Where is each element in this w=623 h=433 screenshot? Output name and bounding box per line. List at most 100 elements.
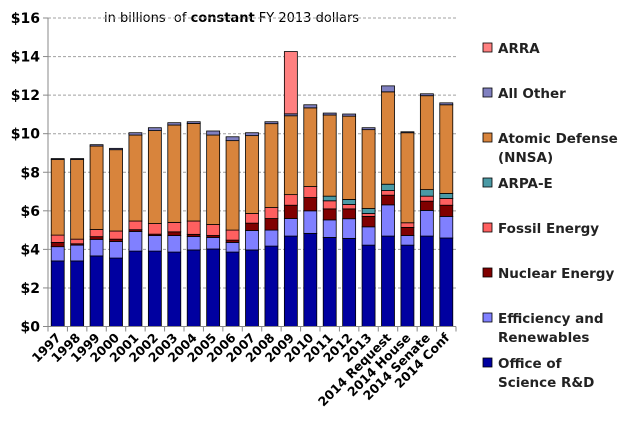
bar-segment-all-other: [89, 144, 104, 147]
bar-segment-atomic-defense-nnsa-: [70, 159, 85, 240]
bar-segment-arpa-e: [361, 208, 376, 214]
bar-segment-atomic-defense-nnsa-: [89, 145, 104, 230]
bar-segment-fossil-energy: [283, 194, 298, 206]
bar-segment-nuclear-energy: [342, 208, 357, 220]
bar-segment-nuclear-energy: [245, 222, 259, 231]
bar-segment-efficiency-and-renewables: [167, 235, 182, 253]
bar-segment-efficiency-and-renewables: [109, 241, 123, 259]
bar-segment-fossil-energy: [70, 238, 85, 245]
title-part-3: FY 2013 dollars: [255, 11, 360, 26]
bar-segment-fossil-energy: [109, 230, 123, 240]
bar-segment-atomic-defense-nnsa-: [225, 140, 240, 231]
bar-segment-atomic-defense-nnsa-: [147, 130, 162, 224]
bar-segment-office-of-science-r-d: [89, 255, 104, 327]
bar-segment-atomic-defense-nnsa-: [381, 91, 395, 185]
bar-segment-all-other: [128, 132, 143, 136]
y-tick-label: $16: [11, 11, 40, 27]
bar-segment-efficiency-and-renewables: [342, 218, 357, 239]
bar-segment-all-other: [303, 104, 318, 109]
legend-label: Science R&D: [498, 375, 594, 391]
bar-segment-efficiency-and-renewables: [264, 229, 279, 247]
bar-segment-all-other: [167, 122, 182, 126]
y-tick-label: $2: [21, 281, 40, 297]
legend-label: Office of: [498, 356, 562, 372]
bar-segment-nuclear-energy: [167, 231, 182, 236]
bar-segment-nuclear-energy: [361, 216, 376, 228]
bar-segment-arpa-e: [419, 189, 434, 197]
legend-swatch: [482, 177, 493, 188]
bar-segment-office-of-science-r-d: [147, 250, 162, 327]
bar-segment-atomic-defense-nnsa-: [439, 104, 454, 194]
bar-segment-all-other: [225, 136, 240, 142]
bar-segment-efficiency-and-renewables: [206, 237, 221, 250]
bar-segment-all-other: [186, 121, 201, 124]
bar-segment-all-other: [109, 147, 123, 151]
bar-segment-all-other: [245, 132, 259, 137]
legend-label: ARRA: [498, 41, 540, 57]
bar-segment-all-other: [361, 127, 376, 131]
bar-segment-efficiency-and-renewables: [225, 242, 240, 253]
bar-segment-office-of-science-r-d: [419, 235, 434, 327]
bar-segment-fossil-energy: [303, 186, 318, 198]
bar-segment-all-other: [50, 158, 65, 160]
bar-segment-efficiency-and-renewables: [128, 231, 143, 252]
bar-segment-efficiency-and-renewables: [147, 235, 162, 252]
bar-segment-efficiency-and-renewables: [381, 204, 395, 237]
bar-segment-office-of-science-r-d: [70, 260, 85, 327]
bar-segment-efficiency-and-renewables: [303, 210, 318, 234]
bar-segment-atomic-defense-nnsa-: [206, 134, 221, 225]
bar-segment-atomic-defense-nnsa-: [109, 149, 123, 232]
bar-segment-atomic-defense-nnsa-: [361, 129, 376, 209]
bar-segment-fossil-energy: [264, 207, 279, 219]
legend-swatch: [482, 267, 493, 278]
legend-swatch: [482, 132, 493, 143]
title-part-bold: constant: [191, 11, 255, 26]
legend: ARRA All Other Atomic Defense (NNSA) ARPA-E F…: [482, 41, 618, 391]
bar-segment-fossil-energy: [167, 221, 182, 233]
bar-segment-all-other: [70, 158, 85, 160]
y-tick-label: $12: [11, 88, 40, 104]
legend-label: Fossil Energy: [498, 221, 599, 237]
legend-swatch: [482, 42, 493, 53]
bar-segment-arpa-e: [322, 195, 337, 202]
bar-segment-fossil-energy: [361, 213, 376, 217]
bar-segment-nuclear-energy: [439, 204, 454, 217]
bar-segment-atomic-defense-nnsa-: [128, 134, 143, 222]
bar-segment-efficiency-and-renewables: [50, 246, 65, 262]
bar-segment-all-other: [439, 102, 454, 106]
bar-segment-all-other: [206, 130, 221, 136]
bar-segment-nuclear-energy: [322, 208, 337, 221]
bar-segment-fossil-energy: [89, 229, 104, 238]
legend-swatch: [482, 87, 493, 98]
bar-segment-all-other: [322, 112, 337, 116]
bars: [50, 51, 454, 327]
bar-segment-atomic-defense-nnsa-: [419, 95, 434, 191]
bar-segment-fossil-energy: [245, 213, 259, 224]
bar-segment-arpa-e: [439, 193, 454, 199]
bar-segment-office-of-science-r-d: [50, 260, 65, 327]
bar-segment-office-of-science-r-d: [245, 249, 259, 327]
y-tick-label: $14: [11, 50, 40, 66]
bar-segment-efficiency-and-renewables: [322, 219, 337, 238]
legend-label: ARPA-E: [498, 176, 553, 192]
bar-segment-all-other: [342, 113, 357, 117]
title-part-1: in billions of: [104, 11, 191, 26]
bar-segment-office-of-science-r-d: [381, 235, 395, 327]
bar-segment-office-of-science-r-d: [342, 237, 357, 327]
bar-segment-nuclear-energy: [264, 218, 279, 231]
bar-segment-office-of-science-r-d: [400, 244, 415, 327]
bar-segment-fossil-energy: [128, 220, 143, 231]
bar-segment-arra: [283, 51, 298, 115]
bar-segment-fossil-energy: [439, 198, 454, 206]
bar-segment-fossil-energy: [186, 220, 201, 235]
bar-segment-nuclear-energy: [89, 236, 104, 240]
bar-segment-atomic-defense-nnsa-: [50, 159, 65, 236]
bar-segment-office-of-science-r-d: [361, 244, 376, 327]
y-tick-label: $8: [21, 165, 40, 181]
bar-segment-nuclear-energy: [303, 197, 318, 212]
bar-segment-fossil-energy: [419, 195, 434, 202]
bar-segment-office-of-science-r-d: [264, 245, 279, 327]
bar-segment-office-of-science-r-d: [225, 251, 240, 327]
bar-segment-office-of-science-r-d: [109, 257, 123, 327]
